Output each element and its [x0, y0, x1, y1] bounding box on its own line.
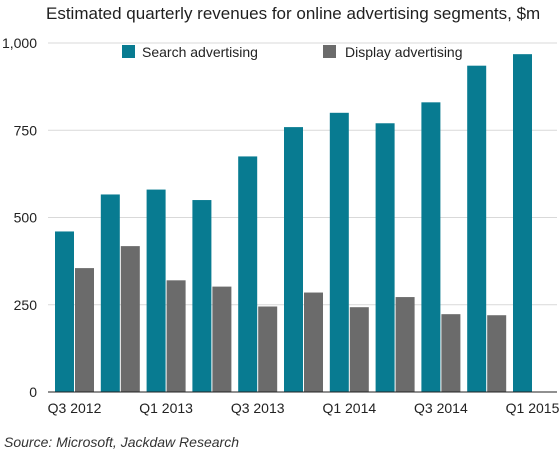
- bars: [55, 54, 532, 393]
- y-tick-label: 0: [29, 384, 37, 400]
- bar-chart: 0 250 500 750 1,000 Q3 2012 Q1 2013 Q3 2013 Q1 …: [2, 35, 560, 416]
- display-advertising-bar: [441, 314, 461, 392]
- y-tick-label: 750: [14, 122, 38, 138]
- search-advertising-bar: [375, 123, 395, 393]
- display-advertising-bar: [166, 280, 186, 392]
- x-tick-label: Q3 2014: [414, 400, 468, 416]
- y-tick-label: 250: [14, 297, 38, 313]
- search-advertising-bar: [467, 65, 487, 392]
- y-axis-tick-labels: 0 250 500 750 1,000: [2, 35, 37, 400]
- display-advertising-bar: [349, 307, 369, 392]
- legend: Search advertising Display advertising: [122, 44, 463, 60]
- display-advertising-bar: [258, 306, 278, 392]
- display-advertising-bar: [487, 315, 507, 392]
- search-advertising-bar: [55, 231, 74, 392]
- legend-swatch-display: [323, 45, 336, 58]
- search-advertising-bar: [329, 112, 349, 393]
- source-note: Source: Microsoft, Jackdaw Research: [4, 434, 239, 450]
- legend-label-display: Display advertising: [345, 44, 463, 60]
- search-advertising-bar: [238, 156, 258, 392]
- display-advertising-bar: [395, 297, 415, 392]
- display-advertising-bar: [75, 268, 94, 392]
- display-advertising-bar: [120, 246, 140, 392]
- display-advertising-bar: [304, 292, 323, 392]
- x-tick-label: Q3 2012: [48, 400, 102, 416]
- legend-label-search: Search advertising: [142, 44, 258, 60]
- search-advertising-bar: [146, 189, 166, 392]
- x-tick-label: Q1 2015: [506, 400, 560, 416]
- x-tick-label: Q1 2014: [322, 400, 376, 416]
- y-tick-label: 1,000: [2, 35, 37, 51]
- search-advertising-bar: [192, 200, 212, 392]
- search-advertising-bar: [284, 127, 303, 392]
- x-tick-label: Q3 2013: [231, 400, 285, 416]
- display-advertising-bar: [212, 286, 232, 392]
- search-advertising-bar: [100, 194, 120, 392]
- search-advertising-bar: [513, 54, 532, 392]
- legend-swatch-search: [122, 45, 135, 58]
- y-tick-label: 500: [14, 210, 38, 226]
- search-advertising-bar: [421, 102, 441, 392]
- chart-title: Estimated quarterly revenues for online …: [46, 4, 541, 23]
- x-axis-tick-labels: Q3 2012 Q1 2013 Q3 2013 Q1 2014 Q3 2014 Q1 20…: [48, 400, 560, 416]
- x-tick-label: Q1 2013: [139, 400, 193, 416]
